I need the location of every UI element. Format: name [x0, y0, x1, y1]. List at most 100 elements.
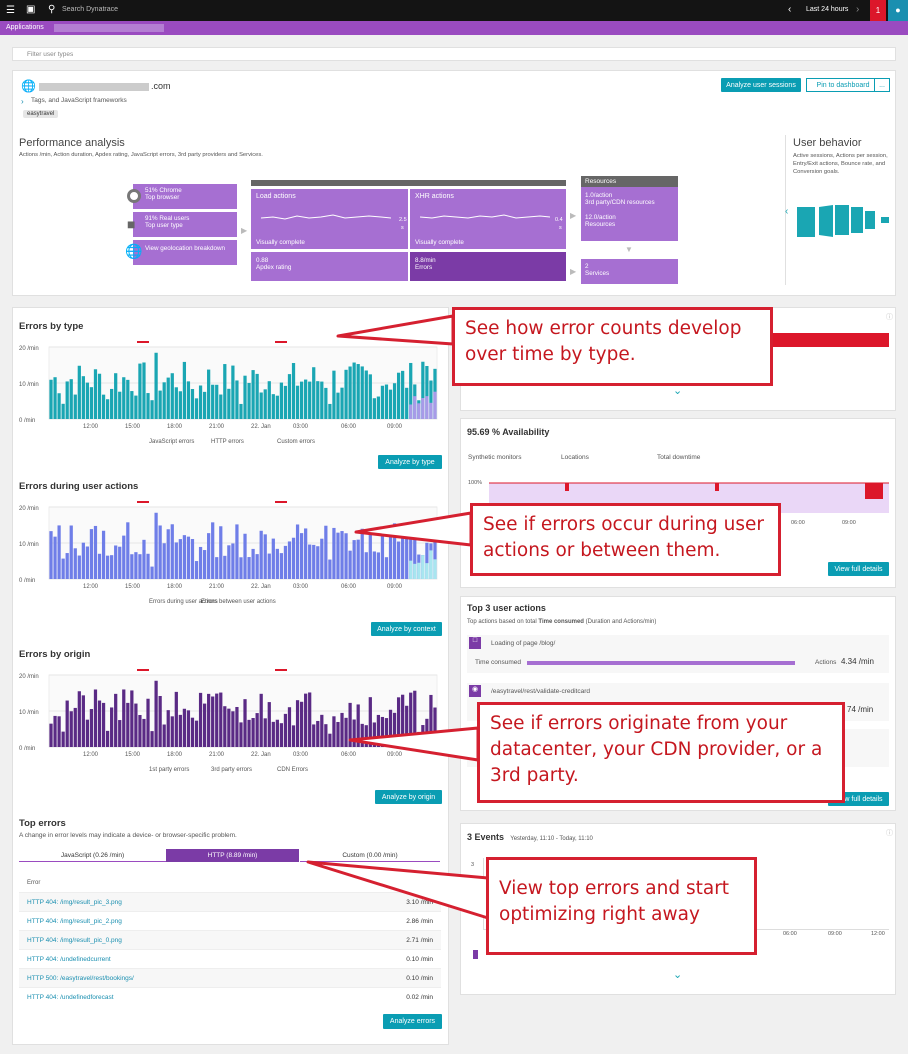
error-chart-svg[interactable]: 20 /min 10 /min 0 /min 12:00 15:00 18:00 21:00…: [19, 669, 443, 781]
user-behavior-funnel[interactable]: [795, 201, 895, 241]
problems-badge[interactable]: 1: [870, 0, 886, 21]
error-bar: [405, 387, 409, 419]
error-bar: [396, 541, 401, 579]
errors-by-type-chart[interactable]: 20 /min 10 /min 0 /min 12:00 15:00 18:00 21:00…: [19, 341, 443, 455]
legend-entry[interactable]: Custom errors: [277, 439, 315, 445]
error-bar-secondary: [425, 396, 429, 419]
error-chart-svg[interactable]: 20 /min 10 /min 0 /min 12:00 15:00 18:00 21:00…: [19, 341, 443, 453]
tab-custom[interactable]: Custom (0.00 /min): [300, 849, 440, 862]
menu-icon[interactable]: ☰: [6, 5, 15, 16]
table-row[interactable]: HTTP 404: /undefinedcurrent 0.10 /min: [19, 949, 441, 968]
error-name-link[interactable]: HTTP 404: /img/result_pic_0.png: [27, 937, 122, 944]
more-button[interactable]: ...: [874, 78, 890, 92]
error-bar: [267, 702, 271, 747]
legend-entry[interactable]: 1st party errors: [149, 767, 189, 773]
error-bar: [384, 384, 389, 419]
errors-by-origin-chart[interactable]: 20 /min 10 /min 0 /min 12:00 15:00 18:00 21:00…: [19, 669, 443, 783]
apdex-tile[interactable]: 0.88 Apdex rating: [251, 252, 408, 281]
chevron-down-icon[interactable]: ⌄: [673, 385, 683, 397]
problem-marker[interactable]: [275, 669, 287, 671]
error-bar: [215, 557, 219, 579]
user-icon[interactable]: ●: [888, 0, 908, 21]
analyze-by-type-button[interactable]: Analyze by type: [378, 455, 442, 469]
info-icon[interactable]: ⓘ: [886, 830, 893, 837]
problem-marker[interactable]: [137, 341, 149, 343]
error-bar: [368, 532, 372, 579]
error-bar: [308, 692, 312, 747]
time-consumed-label: Time consumed: [475, 659, 521, 666]
legend-entry[interactable]: HTTP errors: [211, 439, 244, 445]
legend-entry[interactable]: CDN Errors: [277, 767, 308, 773]
error-bar: [158, 695, 162, 747]
table-row[interactable]: HTTP 500: /easytravel/rest/bookings/0.10…: [19, 968, 441, 987]
legend-entry[interactable]: JavaScript errors: [149, 439, 194, 445]
analyze-sessions-button[interactable]: Analyze user sessions: [721, 78, 801, 92]
filter-bar[interactable]: Filter user types: [12, 47, 896, 61]
availability-details-button[interactable]: View full details: [828, 562, 889, 576]
events-title: 3 Events Yesterday, 11:10 - Today, 11:10: [467, 832, 593, 842]
browser-pct: 51% Chrome: [145, 187, 182, 194]
xhr-actions-tile[interactable]: XHR actions Visually complete 0.4 s: [410, 189, 566, 249]
tab-javascript[interactable]: JavaScript (0.26 /min): [19, 849, 166, 862]
error-chart-svg[interactable]: 20 /min 10 /min 0 /min 12:00 15:00 18:00 21:00…: [19, 501, 443, 613]
filter-input[interactable]: Filter user types: [27, 51, 74, 58]
legend-entry[interactable]: 3rd party errors: [211, 767, 252, 773]
errors-user-actions-chart[interactable]: 20 /min 10 /min 0 /min 12:00 15:00 18:00 21:00…: [19, 501, 443, 615]
action-2-name: /easytravel/rest/validate-creditcard: [491, 688, 590, 695]
y-tick-label: 20 /min: [19, 346, 39, 352]
action-row-1[interactable]: □ Loading of page /blog/ Time consumed A…: [467, 635, 889, 673]
problem-marker[interactable]: [275, 501, 287, 503]
table-row[interactable]: HTTP 404: /img/result_pic_3.png 3.10 /min: [19, 892, 441, 911]
tags-link[interactable]: Tags, and JavaScript frameworks: [31, 97, 127, 104]
top-browser-tile[interactable]: 51% Chrome Top browser: [133, 184, 237, 209]
services-tile[interactable]: 2 Services: [581, 259, 678, 284]
analyze-by-origin-button[interactable]: Analyze by origin: [375, 790, 442, 804]
chevron-left-icon[interactable]: ‹: [785, 206, 789, 217]
error-name-link[interactable]: HTTP 500: /easytravel/rest/bookings/: [27, 975, 134, 982]
tag-chip[interactable]: easytravel: [23, 110, 59, 118]
load-actions-tile[interactable]: Load actions Visually complete 2.5 s: [251, 189, 408, 249]
x-tick-label: 12:00: [83, 424, 99, 430]
error-bar: [388, 389, 393, 419]
problem-marker[interactable]: [137, 669, 149, 671]
info-icon[interactable]: ⓘ: [886, 314, 893, 321]
resources-tile[interactable]: 1.0/action 3rd party/CDN resources 12.0/…: [581, 187, 678, 241]
error-name-link[interactable]: HTTP 404: /img/result_pic_3.png: [27, 899, 122, 906]
error-rate: 0.10 /min: [406, 975, 433, 982]
analyze-by-context-button[interactable]: Analyze by context: [371, 622, 442, 636]
problem-marker[interactable]: [275, 341, 287, 343]
pin-dashboard-button[interactable]: Pin to dashboard: [806, 78, 880, 92]
analyze-errors-button[interactable]: Analyze errors: [383, 1014, 442, 1029]
monitor-icon[interactable]: ▣: [26, 4, 36, 15]
geolocation-tile[interactable]: View geolocation breakdown: [133, 240, 237, 265]
error-bar: [162, 382, 166, 419]
error-bar: [49, 531, 53, 579]
error-bar: [202, 391, 207, 419]
error-bar: [114, 545, 118, 579]
timeframe-selector[interactable]: Last 24 hours: [806, 6, 849, 13]
legend-entry[interactable]: Errors during user actions: [149, 599, 218, 605]
errors-tile[interactable]: 8.8/min Errors: [410, 252, 566, 281]
error-bar: [57, 525, 61, 579]
search-input[interactable]: Search Dynatrace: [62, 6, 119, 13]
error-name-link[interactable]: HTTP 404: /img/result_pic_2.png: [27, 918, 122, 925]
tab-http[interactable]: HTTP (8.89 /min): [166, 849, 299, 862]
chevron-right-icon[interactable]: ›: [21, 97, 24, 106]
error-bar: [126, 379, 130, 419]
breadcrumb-applications[interactable]: Applications: [6, 24, 44, 31]
legend-entry[interactable]: Errors between user actions: [201, 599, 276, 605]
error-bar: [182, 708, 187, 747]
error-name-link[interactable]: HTTP 404: /undefinedcurrent: [27, 956, 111, 963]
top-user-type-tile[interactable]: 91% Real users Top user type: [133, 212, 237, 237]
problem-marker[interactable]: [137, 501, 149, 503]
chevron-down-icon[interactable]: ⌄: [673, 969, 683, 981]
error-name-link[interactable]: HTTP 404: /undefinedforecast: [27, 994, 114, 1001]
table-row[interactable]: HTTP 404: /img/result_pic_2.png 2.86 /min: [19, 911, 441, 930]
prev-timeframe-icon[interactable]: ‹: [788, 4, 792, 15]
table-row[interactable]: HTTP 404: /undefinedforecast 0.02 /min: [19, 987, 441, 1006]
breadcrumb-current[interactable]: [54, 24, 164, 32]
table-row[interactable]: HTTP 404: /img/result_pic_0.png 2.71 /min: [19, 930, 441, 949]
search-icon[interactable]: ⚲: [48, 4, 56, 15]
error-bar: [146, 393, 150, 419]
next-timeframe-icon[interactable]: ›: [856, 4, 860, 15]
